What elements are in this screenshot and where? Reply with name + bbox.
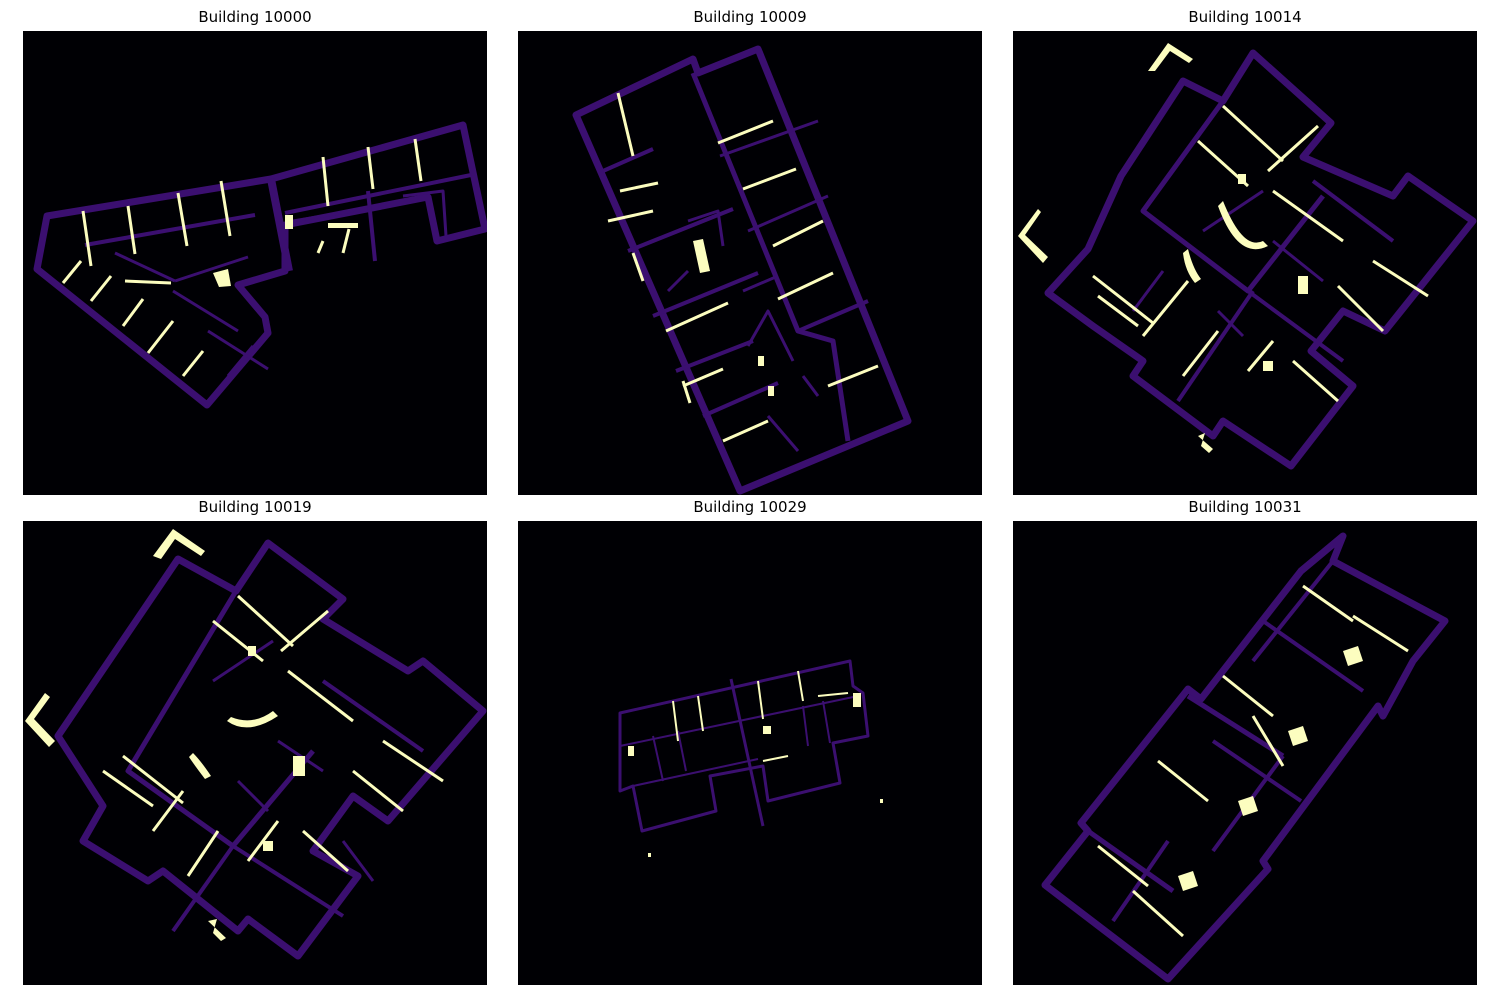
panel-building-10019: Building 10019 xyxy=(23,496,487,985)
panel-building-10014: Building 10014 xyxy=(1013,6,1477,495)
floorplan-image xyxy=(23,31,487,495)
panel-title: Building 10019 xyxy=(198,498,312,516)
panel-building-10000: Building 10000 xyxy=(23,6,487,495)
panel-title: Building 10029 xyxy=(693,498,807,516)
floorplan-image xyxy=(518,521,982,985)
panel-title: Building 10014 xyxy=(1188,8,1302,26)
floorplan-image xyxy=(1013,31,1477,495)
floorplan-image xyxy=(23,521,487,985)
floorplan-image xyxy=(1013,521,1477,985)
panel-title: Building 10009 xyxy=(693,8,807,26)
panel-title: Building 10000 xyxy=(198,8,312,26)
panel-building-10029: Building 10029 xyxy=(518,496,982,985)
floorplan-image xyxy=(518,31,982,495)
panel-building-10009: Building 10009 xyxy=(518,6,982,495)
panel-title: Building 10031 xyxy=(1188,498,1302,516)
panel-building-10031: Building 10031 xyxy=(1013,496,1477,985)
